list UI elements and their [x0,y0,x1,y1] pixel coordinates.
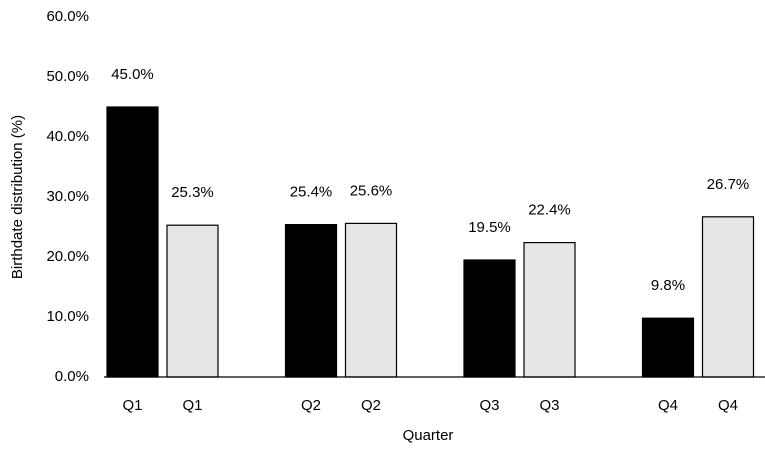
x-tick-label: Q3 [539,397,559,414]
bar [641,317,695,378]
bar [284,224,338,378]
bar [344,222,398,378]
x-tick-label: Q1 [182,397,202,414]
value-label: 25.3% [171,184,214,201]
x-axis-title: Quarter [403,427,454,444]
value-label: 9.8% [651,277,685,294]
x-tick-label: Q4 [658,397,678,414]
y-tick-label: 50.0% [46,68,89,85]
x-tick-label: Q1 [122,397,142,414]
value-label: 26.7% [707,176,750,193]
y-tick-label: 20.0% [46,248,89,265]
y-tick-label: 30.0% [46,188,89,205]
y-axis-title: Birthdate distribution (%) [9,115,26,279]
bar [166,224,219,378]
value-label: 45.0% [111,66,154,83]
value-label: 25.4% [290,184,333,201]
value-label: 22.4% [528,202,571,219]
y-tick-label: 40.0% [46,128,89,145]
x-tick-label: Q3 [479,397,499,414]
x-tick-label: Q2 [361,397,381,414]
bar [106,106,159,378]
bar [463,259,516,378]
bar [523,242,576,378]
value-label: 19.5% [468,219,511,236]
bar [701,216,755,378]
y-tick-label: 10.0% [46,308,89,325]
x-tick-label: Q2 [301,397,321,414]
value-label: 25.6% [350,182,393,199]
x-tick-label: Q4 [718,397,738,414]
y-tick-label: 0.0% [55,368,89,385]
y-tick-label: 60.0% [46,8,89,25]
